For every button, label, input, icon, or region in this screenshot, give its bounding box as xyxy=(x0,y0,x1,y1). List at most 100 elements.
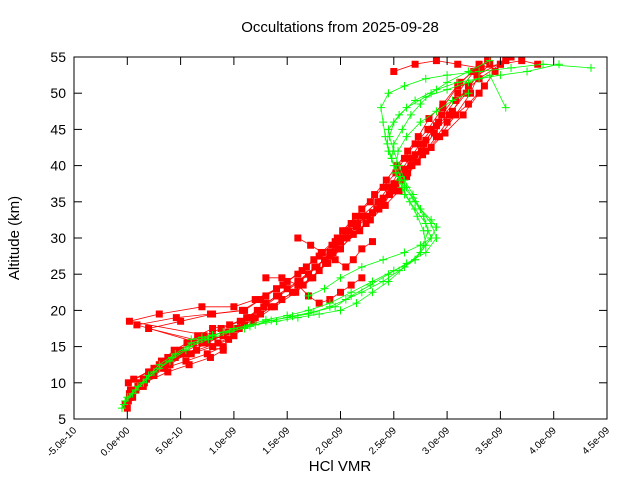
x-tick-label: 4.0e-09 xyxy=(527,425,559,457)
series-0-point xyxy=(502,57,510,65)
series-0-point xyxy=(371,191,379,199)
series-0-point xyxy=(251,296,259,304)
series-1-point xyxy=(336,273,345,282)
series-0-point xyxy=(404,147,412,155)
series-1-point xyxy=(406,110,415,119)
series-0-point xyxy=(473,71,481,79)
series-0-point xyxy=(311,263,319,271)
series-1-point xyxy=(421,92,430,101)
series-1-point xyxy=(400,176,409,185)
series-0-point xyxy=(298,267,306,275)
series-0-point xyxy=(382,176,390,184)
series-0-point xyxy=(133,321,141,329)
series-1-point xyxy=(120,400,129,409)
series-1-point xyxy=(443,71,452,80)
series-0-point xyxy=(349,256,357,264)
series-0-point xyxy=(299,281,307,289)
series-1-point xyxy=(485,71,494,80)
y-tick-label: 10 xyxy=(50,375,66,391)
series-1-point xyxy=(208,331,217,340)
series-1-point xyxy=(304,291,313,300)
series-1-point xyxy=(443,78,452,87)
series-1-point xyxy=(320,284,329,293)
series-1-point xyxy=(389,139,398,148)
series-0-point xyxy=(125,317,133,325)
series-0-point xyxy=(262,274,270,282)
series-0-profile-11-line xyxy=(393,60,538,72)
series-1-point xyxy=(475,67,484,76)
series-1-point xyxy=(385,132,394,141)
series-0-point xyxy=(253,306,261,314)
series-0-point xyxy=(203,350,211,358)
series-1-point xyxy=(131,386,140,395)
series-0-point xyxy=(411,151,419,159)
series-1-point xyxy=(523,67,532,76)
series-0-point xyxy=(315,299,323,307)
series-1-point xyxy=(155,364,164,373)
series-0-point xyxy=(194,332,202,340)
series-0-point xyxy=(425,115,433,123)
series-0-point xyxy=(534,60,542,68)
series-0-point xyxy=(270,303,278,311)
series-0-point xyxy=(454,60,462,68)
series-0-point xyxy=(400,165,408,173)
series-0-point xyxy=(507,57,515,61)
series-0-point xyxy=(518,57,526,65)
series-0-point xyxy=(278,274,286,282)
series-0-point xyxy=(404,169,412,177)
x-tick-label: 1.5e-09 xyxy=(261,425,293,457)
series-0-point xyxy=(294,277,302,285)
series-0-point xyxy=(427,144,435,151)
series-1-point xyxy=(448,96,457,105)
series-1-point xyxy=(396,172,405,181)
series-0-point xyxy=(257,296,265,304)
y-tick-label: 20 xyxy=(50,302,66,318)
series-0-point xyxy=(352,223,360,231)
series-0-point xyxy=(183,339,191,347)
series-0-point xyxy=(386,191,394,199)
series-0-point xyxy=(392,180,400,188)
series-1-point xyxy=(507,63,516,72)
series-1-point xyxy=(187,335,196,344)
series-0-point xyxy=(157,357,165,365)
series-0-point xyxy=(454,89,462,97)
series-0-point xyxy=(420,140,428,148)
series-1-point xyxy=(336,306,345,315)
series-1-point xyxy=(555,60,564,69)
series-0-point xyxy=(164,353,172,361)
series-1-point xyxy=(267,316,276,325)
series-0-point xyxy=(130,375,138,383)
series-1-point xyxy=(185,342,194,351)
series-0-point xyxy=(309,274,317,282)
series-0-profile-8-line xyxy=(129,63,480,395)
series-1-point xyxy=(379,277,388,286)
series-0-point xyxy=(235,325,243,332)
series-1-point xyxy=(423,226,432,235)
series-1-point xyxy=(384,89,393,98)
series-0-point xyxy=(331,256,339,264)
series-0-point xyxy=(342,263,350,271)
series-1-point xyxy=(325,299,334,308)
series-0-point xyxy=(413,158,421,166)
series-1-point xyxy=(402,259,411,268)
series-0-point xyxy=(351,212,359,220)
series-0-point xyxy=(358,205,366,213)
series-0-point xyxy=(395,187,403,195)
series-0-point xyxy=(411,140,419,148)
series-0-point xyxy=(439,104,447,112)
series-1-point xyxy=(377,103,386,112)
series-1-point xyxy=(347,288,356,297)
series-1-point xyxy=(427,234,436,242)
series-0-point xyxy=(193,346,201,354)
x-tick-label: 5.0e-10 xyxy=(154,425,186,457)
series-0-point xyxy=(366,198,374,206)
series-0-point xyxy=(347,281,355,289)
series-1-point xyxy=(283,311,292,320)
series-1-point xyxy=(496,71,505,80)
series-0-point xyxy=(262,299,270,307)
series-0-profile-5-line xyxy=(133,63,501,380)
y-tick-label: 40 xyxy=(50,158,66,174)
x-axis-label: HCl VMR xyxy=(309,458,372,475)
series-0-point xyxy=(373,205,381,213)
series-0-point xyxy=(388,183,396,191)
